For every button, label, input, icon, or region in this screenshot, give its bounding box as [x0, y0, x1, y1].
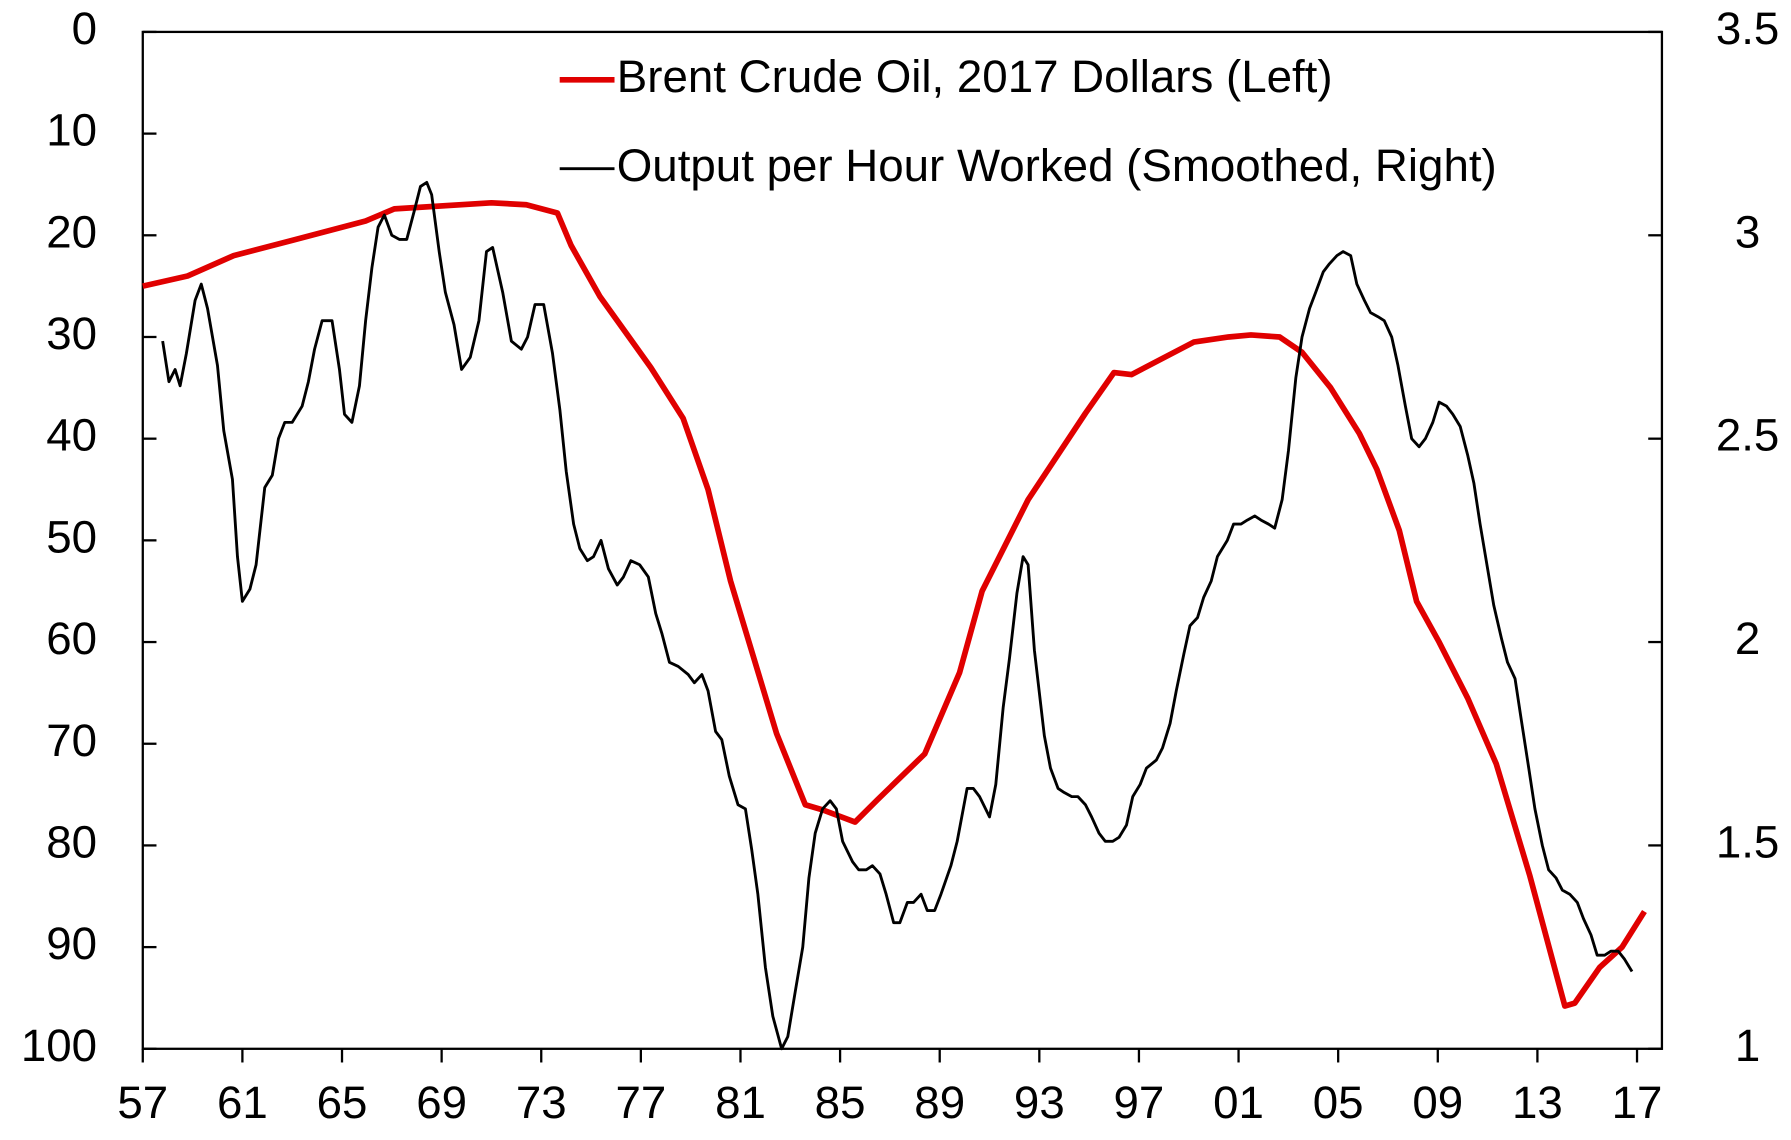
- x-tick-label: 81: [715, 1077, 766, 1128]
- x-tick-label: 13: [1512, 1077, 1563, 1128]
- y2-tick-label: 3.5: [1716, 3, 1779, 54]
- x-tick-label: 73: [516, 1077, 567, 1128]
- y-tick-label: 70: [46, 715, 97, 766]
- y-tick-label: 90: [46, 918, 97, 969]
- legend-label: Output per Hour Worked (Smoothed, Right): [617, 140, 1497, 191]
- y-tick-label: 80: [46, 817, 97, 868]
- series-line: [142, 199, 1647, 1009]
- y2-tick-label: 2: [1735, 613, 1760, 664]
- x-tick-label: 93: [1014, 1077, 1065, 1128]
- x-tick-label: 69: [416, 1077, 467, 1128]
- y2-tick-label: 3: [1735, 206, 1760, 257]
- y-tick-label: 20: [46, 206, 97, 257]
- y-tick-label: 40: [46, 410, 97, 461]
- x-tick-label: 61: [217, 1077, 268, 1128]
- y2-tick-label: 1.5: [1716, 817, 1779, 868]
- y-tick-label: 10: [46, 105, 97, 156]
- x-tick-label: 77: [615, 1077, 666, 1128]
- x-tick-label: 09: [1412, 1077, 1463, 1128]
- series-line: [161, 180, 1634, 1051]
- y-tick-label: 60: [46, 613, 97, 664]
- x-tick-label: 65: [317, 1077, 368, 1128]
- x-tick-label: 05: [1313, 1077, 1364, 1128]
- y2-tick-label: 1: [1735, 1020, 1760, 1071]
- x-tick-label: 89: [914, 1077, 965, 1128]
- x-tick-label: 17: [1612, 1077, 1663, 1128]
- y2-tick-label: 2.5: [1716, 410, 1779, 461]
- y-tick-label: 50: [46, 511, 97, 562]
- legend-label: Brent Crude Oil, 2017 Dollars (Left): [617, 51, 1333, 102]
- y-tick-label: 30: [46, 308, 97, 359]
- x-tick-label: 85: [815, 1077, 866, 1128]
- x-tick-label: 57: [117, 1077, 168, 1128]
- y-tick-label: 100: [21, 1020, 97, 1071]
- x-tick-label: 97: [1114, 1077, 1165, 1128]
- y-tick-label: 0: [72, 3, 97, 54]
- x-tick-label: 01: [1213, 1077, 1264, 1128]
